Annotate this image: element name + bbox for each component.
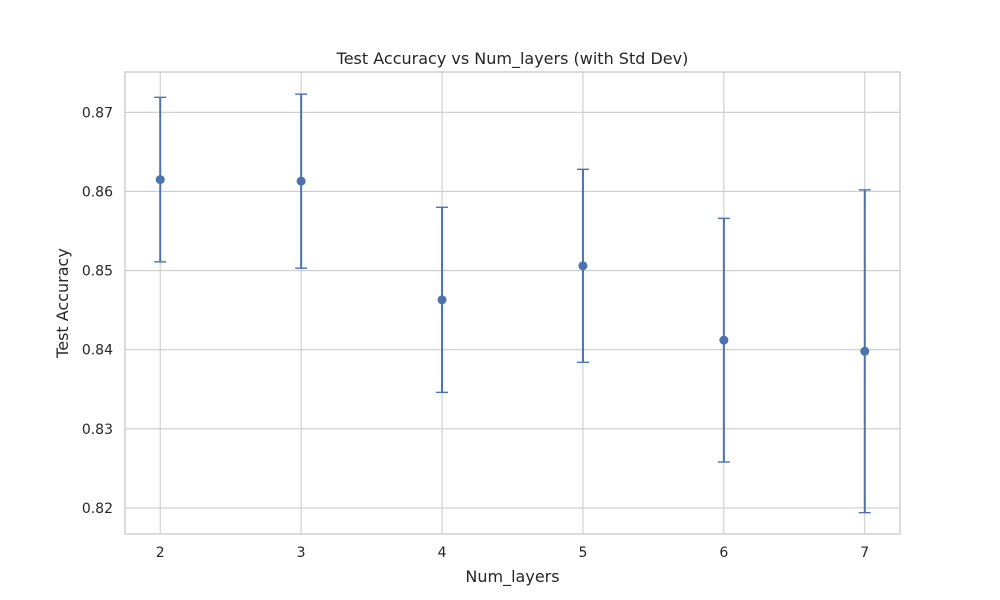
data-point bbox=[719, 335, 729, 345]
data-point bbox=[155, 175, 165, 185]
data-point bbox=[437, 295, 447, 305]
data-point bbox=[860, 346, 870, 356]
y-tick-label: 0.83 bbox=[82, 422, 113, 438]
y-axis-label: Test Accuracy bbox=[53, 248, 72, 359]
grid bbox=[125, 72, 900, 534]
x-tick-label: 2 bbox=[156, 545, 165, 561]
data-series bbox=[154, 93, 871, 514]
chart-title: Test Accuracy vs Num_layers (with Std De… bbox=[336, 49, 689, 69]
y-tick-label: 0.85 bbox=[82, 264, 113, 280]
data-point bbox=[578, 261, 588, 271]
y-tick-label: 0.84 bbox=[82, 343, 113, 359]
y-tick-label: 0.82 bbox=[82, 501, 113, 517]
x-tick-label: 6 bbox=[719, 545, 728, 561]
x-axis-label: Num_layers bbox=[465, 567, 559, 587]
y-tick-label: 0.87 bbox=[82, 105, 113, 121]
x-tick-label: 7 bbox=[860, 545, 869, 561]
x-tick-label: 5 bbox=[578, 545, 587, 561]
y-tick-label: 0.86 bbox=[82, 184, 113, 200]
x-tick-label: 4 bbox=[438, 545, 447, 561]
plot-area-frame bbox=[124, 71, 901, 535]
x-tick-label: 3 bbox=[297, 545, 306, 561]
y-axis-ticks: 0.82 0.83 0.84 0.85 0.86 0.87 bbox=[82, 105, 113, 517]
data-point bbox=[296, 176, 306, 186]
x-axis-ticks: 2 3 4 5 6 7 bbox=[156, 545, 869, 561]
